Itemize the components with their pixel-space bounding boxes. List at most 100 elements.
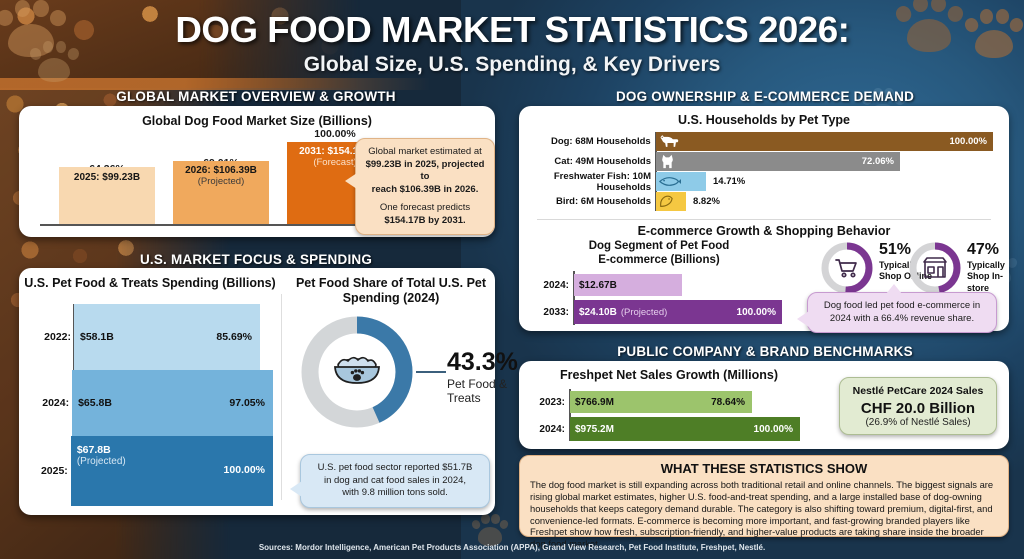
us-bar-row-2024: 2024: $65.8B 97.05%: [27, 370, 273, 436]
us-bar-year-2022: 2022:: [44, 331, 71, 343]
donut-chart-title: Pet Food Share of Total U.S. Pet Spendin…: [291, 276, 491, 306]
global-callout-line-1: Global market estimated at: [368, 146, 482, 157]
infographic-header: DOG FOOD MARKET STATISTICS 2026: Global …: [0, 0, 1024, 86]
dog-bowl-icon: [334, 356, 380, 384]
shop-instore-donut: [909, 242, 961, 294]
us-bar-2024: $65.8B 97.05%: [72, 370, 273, 436]
global-bar-2025: 2025: $99.23B: [59, 167, 155, 224]
freshpet-year-2023: 2023:: [539, 396, 565, 408]
section-header-us: U.S. MARKET FOCUS & SPENDING: [139, 252, 373, 267]
us-bar-pct-2025: 100.00%: [223, 464, 265, 476]
household-label-dog: Dog: 68M Households: [550, 136, 651, 147]
household-pct-fish: 14.71%: [713, 176, 746, 187]
callout-tail-up: [886, 284, 902, 294]
us-card-divider: [281, 294, 282, 500]
freshpet-value-2023: $766.9M: [575, 396, 614, 408]
us-bar-value-2022: $58.1B: [80, 331, 114, 343]
cat-icon: [662, 154, 673, 169]
global-bar-group-2025: 64.36% 2025: $99.23B: [59, 138, 155, 224]
page-title: DOG FOOD MARKET STATISTICS 2026:: [175, 9, 849, 50]
global-callout-line-4: One forecast predicts: [379, 202, 471, 214]
us-callout-line-3: with 9.8 million tons sold.: [342, 487, 448, 499]
household-label-cat: Cat: 49M Households: [554, 156, 651, 167]
freshpet-axis: [569, 389, 571, 441]
benchmarks-card: Freshpet Net Sales Growth (Millions) 202…: [519, 361, 1009, 449]
callout-tail: [290, 481, 302, 497]
ecommerce-subtitle-line-1: Dog Segment of Pet Food: [588, 240, 730, 252]
global-bar-pct-2031: 100.00%: [314, 128, 356, 140]
paw-print-icon: [470, 512, 511, 547]
ecommerce-year-2033: 2033:: [543, 306, 569, 318]
ecommerce-value-2024: $12.67B: [579, 279, 617, 291]
global-market-callout: Global market estimated at $99.23B in 20…: [345, 138, 495, 236]
donut-label-line-2: Treats: [447, 391, 481, 405]
us-bar-row-2022: 2022: $58.1B 85.69%: [27, 304, 273, 370]
us-spending-title: U.S. Pet Food & Treats Spending (Billion…: [24, 276, 276, 290]
donut-value-block: 43.3% Pet Food & Treats: [447, 350, 518, 406]
summary-body: The dog food market is still expanding a…: [530, 479, 994, 550]
us-bar-pct-2022: 85.69%: [216, 331, 252, 343]
global-chart-axis: [40, 224, 370, 226]
household-row-fish: Freshwater Fish: 10M Households 14.71%: [523, 171, 993, 193]
nestle-box-value: CHF 20.0 Billion: [860, 399, 976, 417]
us-callout-line-1: U.S. pet food sector reported $51.7B: [317, 462, 473, 473]
us-bar-value-2024: $65.8B: [78, 397, 112, 409]
us-pet-food-callout: U.S. pet food sector reported $51.7B in …: [290, 454, 490, 508]
ecommerce-year-2024: 2024:: [543, 279, 569, 291]
summary-title: WHAT THESE STATISTICS SHOW: [660, 461, 868, 476]
page-subtitle: Global Size, U.S. Spending, & Key Driver…: [303, 53, 721, 76]
orange-accent-band: [0, 78, 1024, 90]
shop-instore-gauge-group: 47% Typically Shop In- store: [907, 240, 1005, 296]
paw-print-icon: [963, 6, 1024, 60]
shopping-cart-icon: [835, 259, 857, 278]
household-pct-bird: 8.82%: [693, 196, 720, 207]
household-row-dog: Dog: 68M Households 100.00%: [523, 132, 993, 151]
ownership-card-divider: [537, 219, 991, 220]
nestle-box-note: (26.9% of Nestlé Sales): [865, 416, 971, 428]
shop-instore-label-3: store: [967, 282, 990, 293]
section-header-benchmarks: PUBLIC COMPANY & BRAND BENCHMARKS: [617, 344, 913, 359]
freshpet-row-2023: 2023: $766.9M 78.64%: [523, 391, 823, 413]
global-bar-label-2025: 2025: $99.23B: [73, 172, 141, 183]
shop-online-gauge-group: 51% Typically Shop Online: [819, 240, 932, 296]
global-bar-sublabel-2026: (Projected): [197, 176, 245, 187]
freshpet-value-2024: $975.2M: [575, 423, 614, 435]
household-bar-bird: [656, 192, 686, 211]
us-bar-value-2025: $67.8B: [76, 444, 111, 456]
freshpet-pct-2023: 78.64%: [711, 396, 745, 408]
callout-tail: [797, 311, 809, 327]
ecommerce-bar-2033: $24.10B (Projected) 100.00%: [574, 300, 782, 324]
household-pct-cat: 72.06%: [861, 156, 894, 167]
global-bar-group-2026: 69.01% 2026: $106.39B (Projected): [173, 138, 269, 224]
ecommerce-row-2033: 2033: $24.10B (Projected) 100.00%: [525, 300, 815, 324]
freshpet-pct-2024: 100.00%: [753, 423, 793, 435]
paw-print-icon: [893, 0, 966, 54]
bird-icon: [660, 195, 673, 207]
households-axis: [655, 132, 657, 211]
household-pct-dog: 100.00%: [949, 136, 987, 147]
storefront-icon: [923, 257, 947, 278]
us-callout-line-2: in dog and cat food sales in 2024,: [323, 474, 467, 486]
global-market-card: Global Dog Food Market Size (Billions) 6…: [19, 106, 495, 237]
ecommerce-value-2033: $24.10B: [579, 306, 617, 318]
us-market-card: U.S. Pet Food & Treats Spending (Billion…: [19, 268, 518, 515]
donut-title-line-1: Pet Food Share of Total U.S. Pet: [295, 276, 487, 290]
global-callout-line-2: $99.23B in 2025, projected to: [365, 158, 485, 183]
global-callout-line-3: reach $106.39B in 2026.: [371, 183, 479, 195]
global-chart-title: Global Dog Food Market Size (Billions): [142, 114, 372, 128]
global-bar-label-2031: 2031: $154.17B: [299, 146, 371, 157]
household-row-bird: Bird: 6M Households 8.82%: [523, 192, 993, 211]
global-bar-sublabel-2031: (Forecast): [313, 157, 357, 168]
shop-online-label-2: Shop Online: [879, 271, 932, 282]
section-header-ownership: DOG OWNERSHIP & E-COMMERCE DEMAND: [615, 89, 915, 104]
us-bar-2025: $67.8B (Projected) 100.00%: [70, 436, 273, 506]
ecommerce-axis: [573, 271, 575, 325]
callout-tail: [345, 173, 357, 189]
fish-icon: [659, 177, 681, 186]
ecommerce-callout: Dog food led pet food e-commerce in 2024…: [797, 284, 997, 334]
donut-label-line-1: Pet Food &: [447, 377, 508, 391]
freshpet-row-2024: 2024: $975.2M 100.00%: [523, 417, 823, 441]
ownership-ecommerce-card: U.S. Households by Pet Type Dog: 68M Hou…: [519, 106, 1009, 334]
ecommerce-section-title: E-commerce Growth & Shopping Behavior: [637, 224, 891, 238]
freshpet-bar-2024: $975.2M 100.00%: [570, 417, 800, 441]
